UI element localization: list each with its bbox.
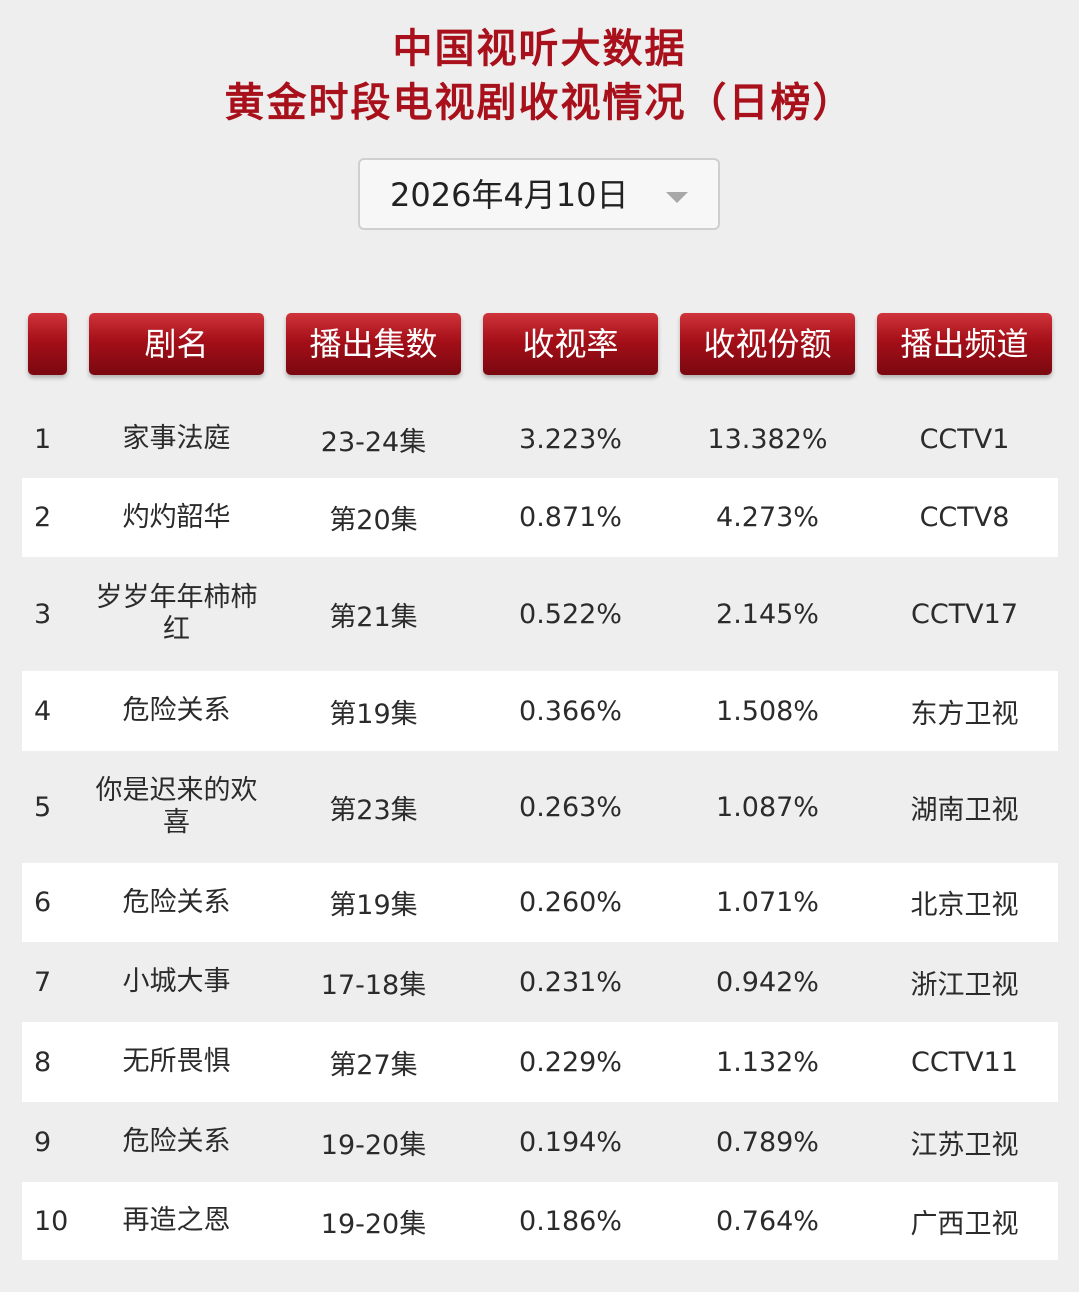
header-channel: 播出频道 [877, 313, 1052, 375]
cell-channel: CCTV1 [919, 423, 1010, 455]
table-row: 2 灼灼韶华 第20集 0.871% 4.273% CCTV8 [22, 478, 1058, 557]
cell-episodes: 19-20集 [320, 1208, 427, 1240]
header-rank [28, 313, 67, 375]
cell-rating: 0.194% [519, 1126, 622, 1158]
table-row: 6 危险关系 第19集 0.260% 1.071% 北京卫视 [22, 863, 1058, 942]
cell-title: 危险关系 [122, 1126, 231, 1157]
cell-channel: 东方卫视 [910, 698, 1019, 730]
table-row: 8 无所畏惧 第27集 0.229% 1.132% CCTV11 [22, 1022, 1058, 1102]
cell-episodes: 第27集 [329, 1049, 418, 1081]
cell-rank: 3 [34, 598, 52, 630]
cell-channel: 江苏卫视 [910, 1129, 1019, 1161]
chevron-down-icon [666, 192, 688, 203]
cell-channel: 广西卫视 [910, 1208, 1019, 1240]
table-row: 7 小城大事 17-18集 0.231% 0.942% 浙江卫视 [22, 942, 1058, 1022]
header-episodes: 播出集数 [286, 313, 461, 375]
date-select[interactable]: 2026年4月10日 [358, 158, 720, 230]
cell-rating: 0.871% [519, 502, 622, 533]
cell-rating: 0.186% [519, 1205, 622, 1237]
cell-episodes: 17-18集 [320, 969, 427, 1001]
cell-rating: 0.260% [519, 887, 622, 918]
cell-title: 小城大事 [122, 966, 231, 997]
cell-share: 0.764% [716, 1205, 819, 1237]
table-row: 5 你是迟来的欢喜 第23集 0.263% 1.087% 湖南卫视 [22, 751, 1058, 863]
cell-episodes: 第20集 [329, 505, 418, 536]
cell-share: 1.087% [716, 791, 819, 823]
cell-title: 岁岁年年柿柿红 [95, 582, 258, 645]
cell-share: 1.071% [716, 887, 819, 918]
cell-rating: 0.522% [519, 598, 622, 630]
header-title: 剧名 [89, 313, 264, 375]
header-share: 收视份额 [680, 313, 855, 375]
cell-episodes: 第19集 [329, 698, 418, 730]
cell-share: 1.132% [716, 1046, 819, 1078]
page-title: 中国视听大数据 [392, 26, 687, 72]
cell-channel: 湖南卫视 [910, 794, 1019, 826]
title-block: 中国视听大数据 黄金时段电视剧收视情况（日榜） [0, 22, 1079, 130]
cell-share: 0.942% [716, 966, 819, 998]
cell-title: 再造之恩 [122, 1205, 231, 1236]
cell-rank: 6 [34, 887, 52, 918]
cell-share: 0.789% [716, 1126, 819, 1158]
cell-title: 危险关系 [122, 886, 231, 918]
page-subtitle: 黄金时段电视剧收视情况（日榜） [224, 80, 855, 126]
cell-episodes: 第23集 [329, 794, 418, 826]
cell-title: 无所畏惧 [122, 1046, 231, 1077]
cell-share: 13.382% [707, 423, 828, 455]
table-row: 3 岁岁年年柿柿红 第21集 0.522% 2.145% CCTV17 [22, 557, 1058, 671]
cell-rank: 4 [34, 695, 52, 727]
cell-rank: 2 [34, 502, 52, 533]
cell-channel: CCTV17 [910, 598, 1019, 630]
cell-channel: 浙江卫视 [910, 969, 1019, 1001]
table-row: 4 危险关系 第19集 0.366% 1.508% 东方卫视 [22, 671, 1058, 751]
cell-episodes: 23-24集 [320, 426, 427, 458]
cell-rating: 0.231% [519, 966, 622, 998]
cell-channel: CCTV11 [910, 1046, 1019, 1078]
cell-rating: 0.263% [519, 791, 622, 823]
cell-rank: 9 [34, 1126, 52, 1158]
header-rating: 收视率 [483, 313, 658, 375]
cell-episodes: 19-20集 [320, 1129, 427, 1161]
cell-rank: 10 [34, 1205, 69, 1237]
date-select-value: 2026年4月10日 [390, 176, 629, 214]
cell-share: 4.273% [716, 502, 819, 533]
cell-channel: CCTV8 [919, 502, 1010, 533]
table-row: 10 再造之恩 19-20集 0.186% 0.764% 广西卫视 [22, 1182, 1058, 1260]
cell-title: 危险关系 [122, 695, 231, 726]
cell-rank: 1 [34, 423, 52, 455]
cell-title: 你是迟来的欢喜 [95, 775, 258, 838]
cell-title: 灼灼韶华 [122, 501, 231, 533]
cell-rating: 0.229% [519, 1046, 622, 1078]
cell-episodes: 第19集 [329, 890, 418, 921]
cell-episodes: 第21集 [329, 601, 418, 633]
cell-rank: 8 [34, 1046, 52, 1078]
cell-rank: 5 [34, 791, 52, 823]
cell-rating: 0.366% [519, 695, 622, 727]
table-row: 1 家事法庭 23-24集 3.223% 13.382% CCTV1 [22, 400, 1058, 478]
cell-rating: 3.223% [519, 423, 622, 455]
cell-share: 1.508% [716, 695, 819, 727]
table-row: 9 危险关系 19-20集 0.194% 0.789% 江苏卫视 [22, 1102, 1058, 1182]
cell-share: 2.145% [716, 598, 819, 630]
cell-channel: 北京卫视 [910, 890, 1019, 921]
cell-title: 家事法庭 [122, 423, 231, 454]
cell-rank: 7 [34, 966, 52, 998]
